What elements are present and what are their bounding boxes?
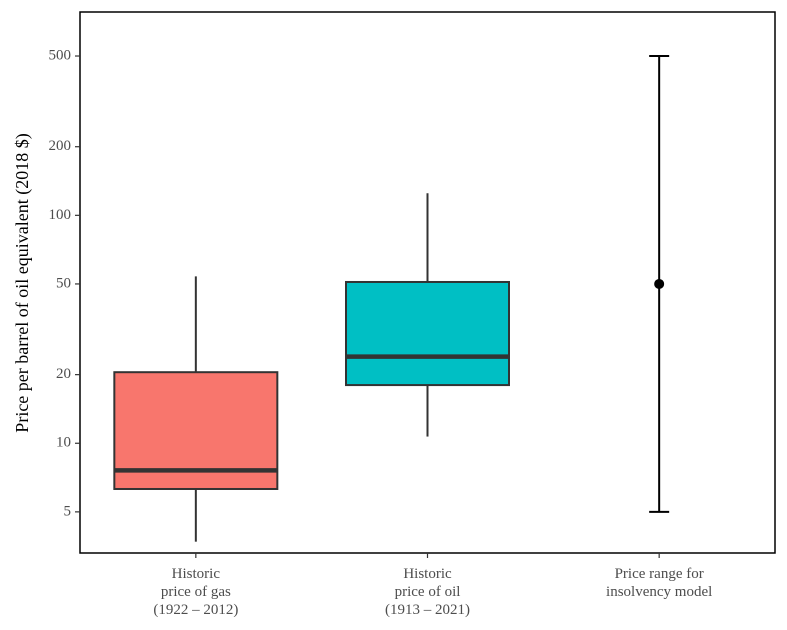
x-axis: Historic price of gas (1922 – 2012) Histori…: [153, 553, 712, 618]
x-tick-label: Price range for: [615, 566, 704, 582]
chart-marks: [113, 55, 670, 542]
x-tick-label: (1922 – 2012): [153, 602, 238, 618]
x-tick-label: Historic: [403, 566, 452, 582]
y-axis: 5 10 20 50 100 200 500: [49, 47, 80, 519]
x-tick-label: insolvency model: [606, 584, 712, 600]
y-axis-title: Price per barrel of oil equivalent (2018…: [12, 133, 33, 432]
x-tick-label: price of gas: [161, 584, 231, 600]
x-tick-label: price of oil: [395, 584, 461, 600]
range-point: [654, 278, 665, 289]
y-tick-label: 5: [64, 503, 72, 519]
y-tick-label: 20: [56, 366, 71, 382]
y-tick-label: 10: [56, 435, 71, 451]
y-tick-label: 100: [49, 207, 72, 223]
y-tick-label: 500: [49, 47, 72, 63]
box: [345, 280, 510, 387]
y-tick-label: 50: [56, 275, 71, 291]
y-tick-label: 200: [49, 138, 72, 154]
x-tick-label: Historic: [172, 566, 221, 582]
x-tick-label: (1913 – 2021): [385, 602, 470, 618]
